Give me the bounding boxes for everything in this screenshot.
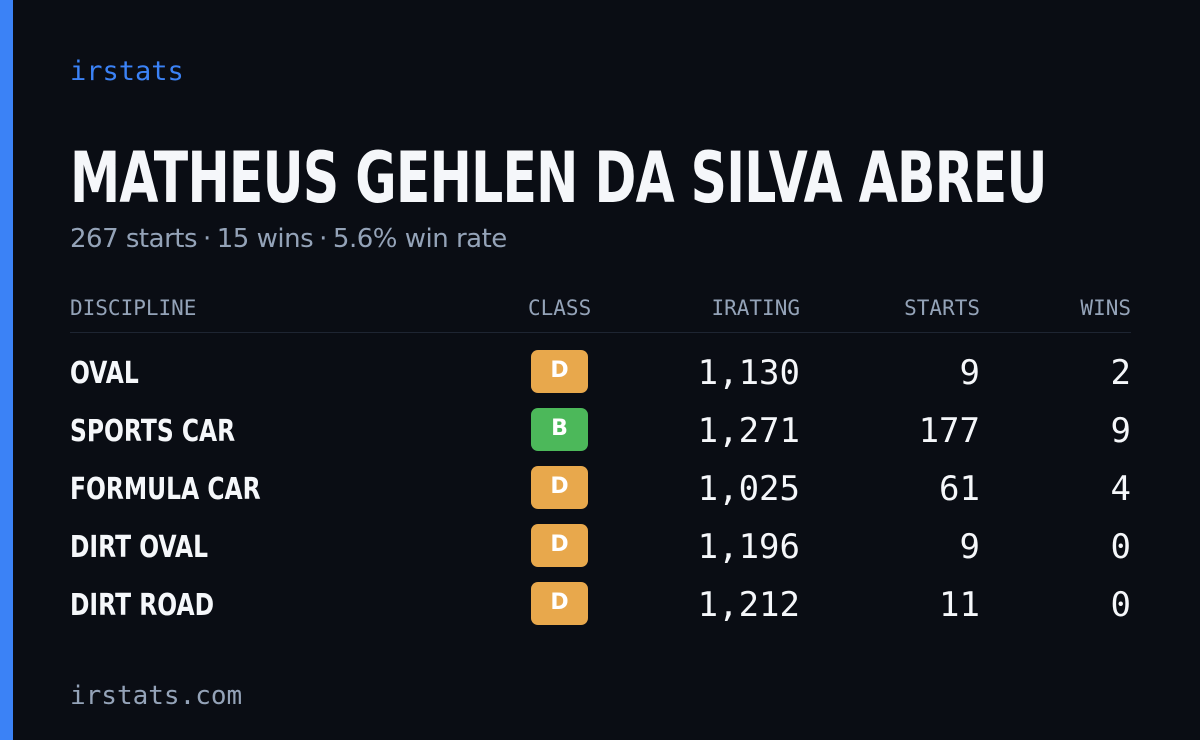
discipline-name: DIRT ROAD <box>70 588 215 623</box>
separator: · <box>319 224 327 254</box>
table-row: DIRT ROAD D 1,212 11 0 <box>70 580 1131 638</box>
discipline-name: FORMULA CAR <box>70 472 261 507</box>
wins-value: 0 <box>1110 527 1131 567</box>
total-wins: 15 wins <box>216 224 314 254</box>
accent-bar <box>0 0 13 740</box>
driver-summary: 267 starts · 15 wins · 5.6% win rate <box>70 224 507 254</box>
win-rate: 5.6% win rate <box>332 224 507 254</box>
driver-name: MATHEUS GEHLEN DA SILVA ABREU <box>70 137 1047 219</box>
table-row: SPORTS CAR B 1,271 177 9 <box>70 406 1131 464</box>
license-class-badge: D <box>531 582 588 625</box>
license-class-badge: D <box>531 350 588 393</box>
separator: · <box>203 224 211 254</box>
irating-value: 1,271 <box>697 411 800 451</box>
table-header: DISCIPLINE CLASS IRATING STARTS WINS <box>70 294 1131 333</box>
column-header-class: CLASS <box>528 296 592 320</box>
footer-link[interactable]: irstats.com <box>70 681 243 711</box>
license-class-badge: D <box>531 524 588 567</box>
wins-value: 2 <box>1110 353 1131 393</box>
table-row: OVAL D 1,130 9 2 <box>70 348 1131 406</box>
starts-value: 61 <box>939 469 980 509</box>
table-body: OVAL D 1,130 9 2 SPORTS CAR B 1,271 177 … <box>70 333 1131 638</box>
wins-value: 4 <box>1110 469 1131 509</box>
wins-value: 9 <box>1110 411 1131 451</box>
discipline-name: OVAL <box>70 356 139 391</box>
irating-value: 1,212 <box>697 585 800 625</box>
starts-value: 11 <box>939 585 980 625</box>
irating-value: 1,196 <box>697 527 800 567</box>
column-header-irating: IRATING <box>711 296 800 320</box>
irating-value: 1,025 <box>697 469 800 509</box>
column-header-wins: WINS <box>1080 296 1131 320</box>
column-header-starts: STARTS <box>904 296 980 320</box>
license-class-badge: B <box>531 408 588 451</box>
table-row: FORMULA CAR D 1,025 61 4 <box>70 464 1131 522</box>
starts-value: 177 <box>918 411 980 451</box>
starts-value: 9 <box>959 353 980 393</box>
discipline-name: DIRT OVAL <box>70 530 209 565</box>
brand-logo-text: irstats <box>70 56 184 87</box>
column-header-discipline: DISCIPLINE <box>70 296 197 320</box>
table-row: DIRT OVAL D 1,196 9 0 <box>70 522 1131 580</box>
license-class-badge: D <box>531 466 588 509</box>
discipline-table: DISCIPLINE CLASS IRATING STARTS WINS OVA… <box>70 294 1131 638</box>
irating-value: 1,130 <box>697 353 800 393</box>
discipline-name: SPORTS CAR <box>70 414 236 449</box>
wins-value: 0 <box>1110 585 1131 625</box>
starts-value: 9 <box>959 527 980 567</box>
total-starts: 267 starts <box>70 224 198 254</box>
